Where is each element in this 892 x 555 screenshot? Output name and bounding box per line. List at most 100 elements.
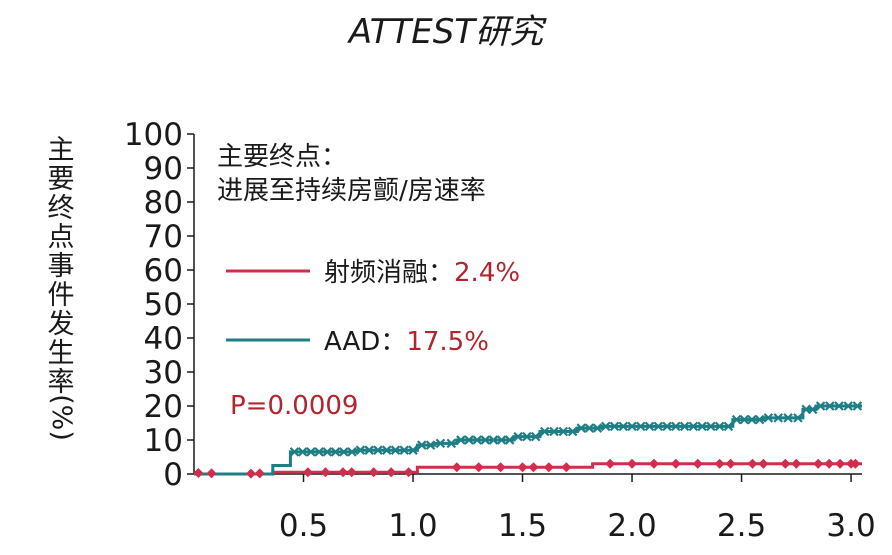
aad-censor-marker	[783, 413, 793, 423]
x-tick-label: 2.5	[717, 508, 766, 544]
aad-censor-marker	[347, 447, 357, 457]
aad-censor-marker	[600, 421, 611, 432]
rfa-censor-marker	[386, 467, 397, 478]
y-tick-label: 50	[144, 287, 183, 323]
legend: 射频消融：2.4% AAD：17.5%	[226, 258, 520, 357]
aad-censor-marker	[338, 447, 349, 457]
aad-censor-marker	[408, 445, 418, 455]
y-axis-label-char: 发	[47, 309, 75, 340]
aad-censor-marker	[364, 445, 374, 455]
x-tick-label: 0.5	[279, 508, 328, 544]
rfa-censor-marker	[451, 462, 462, 473]
rfa-censor-marker	[692, 458, 703, 469]
y-axis-label-char: 主	[47, 135, 75, 166]
rfa-censor-marker	[714, 458, 725, 469]
aad-censor-marker	[504, 435, 515, 445]
aad-censor-marker	[530, 431, 541, 442]
aad-censor-marker	[322, 447, 333, 457]
aad-censor-marker	[697, 421, 707, 432]
markers	[193, 401, 863, 479]
p-value: P=0.0009	[230, 391, 358, 421]
rfa-censor-marker	[193, 467, 204, 478]
x-tick-label: 1.0	[388, 508, 437, 544]
aad-censor-marker	[723, 421, 734, 432]
aad-censor-marker	[399, 445, 410, 455]
annotation-line1: 主要终点：	[217, 142, 347, 172]
y-tick-label: 30	[144, 355, 183, 391]
aad-censor-marker	[706, 421, 716, 432]
x-tick-label: 3.0	[826, 508, 875, 544]
y-tick-label: 10	[144, 423, 183, 459]
rfa-censor-marker	[337, 467, 348, 478]
aad-censor-marker	[513, 431, 523, 442]
x-tick-label: 1.5	[498, 508, 547, 544]
aad-censor-marker	[653, 421, 664, 432]
rfa-censor-marker	[368, 467, 379, 478]
aad-censor-marker	[671, 421, 681, 432]
aad-censor-marker	[688, 421, 699, 432]
rfa-censor-marker	[403, 467, 414, 478]
x-ticks: 0.5 1.0 1.5 2.0 2.5 3.0	[279, 474, 876, 544]
aad-censor-marker	[609, 421, 620, 432]
aad-censor-marker	[297, 447, 308, 457]
rfa-censor-marker	[473, 462, 484, 473]
aad-censor-marker	[373, 445, 383, 455]
y-tick-label: 90	[144, 151, 183, 187]
aad-censor-marker	[480, 435, 491, 445]
aad-censor-marker	[330, 447, 341, 457]
y-axis-label-char: 率	[47, 367, 75, 398]
aad-censor-marker	[773, 413, 784, 423]
aad-censor-marker	[739, 414, 750, 425]
y-tick-label: 20	[144, 389, 183, 425]
rfa-censor-marker	[791, 458, 802, 469]
aad-censor-marker	[627, 421, 637, 432]
aad-censor-marker	[464, 435, 474, 445]
rfa-censor-marker	[302, 467, 313, 478]
aad-censor-marker	[390, 445, 401, 455]
rfa-censor-marker	[528, 462, 539, 473]
aad-censor-marker	[488, 435, 499, 445]
aad-censor-marker	[381, 445, 392, 455]
y-tick-label: 60	[144, 253, 183, 289]
rfa-censor-marker	[245, 468, 256, 479]
aad-censor-marker	[425, 440, 436, 450]
y-tick-label: 70	[144, 219, 183, 255]
rfa-censor-marker	[605, 458, 616, 469]
aad-censor-marker	[852, 401, 863, 411]
rfa-censor-marker	[835, 458, 846, 469]
rfa-censor-marker	[346, 467, 357, 478]
aad-censor-marker	[558, 426, 569, 437]
x-tick-label: 2.0	[607, 508, 656, 544]
rfa-censor-marker	[543, 462, 554, 473]
aad-censor-marker	[793, 413, 803, 423]
legend-label-rfa: 射频消融：2.4%	[324, 258, 520, 288]
legend-label-aad: AAD：17.5%	[324, 327, 489, 357]
aad-censor-marker	[644, 421, 655, 432]
aad-censor-marker	[549, 426, 559, 437]
aad-censor-marker	[679, 421, 690, 432]
y-tick-label: 0	[163, 457, 183, 493]
y-axis-label-char: 点	[47, 222, 75, 253]
y-axis-label-char: 事	[47, 251, 75, 282]
y-tick-label: 80	[144, 185, 183, 221]
rfa-censor-marker	[725, 458, 736, 469]
annotation-line2: 进展至持续房颤/房速率	[217, 176, 486, 206]
y-axis-label-char: 生	[47, 338, 75, 369]
y-tick-label: 40	[144, 321, 183, 357]
aad-censor-marker	[592, 423, 603, 433]
aad-censor-marker	[807, 404, 818, 415]
aad-censor-marker	[618, 421, 629, 432]
aad-censor-marker	[584, 423, 595, 433]
y-axis-label-char: 要	[47, 164, 75, 195]
rfa-censor-marker	[758, 458, 769, 469]
y-axis-label-char: 终	[47, 193, 75, 224]
aad-censor-marker	[567, 426, 578, 437]
rfa-censor-marker	[206, 468, 217, 479]
rfa-censor-marker	[824, 458, 835, 469]
chart-title: ATTEST研究	[348, 12, 544, 52]
aad-censor-marker	[731, 414, 742, 425]
rfa-censor-marker	[517, 462, 528, 473]
aad-censor-marker	[636, 421, 646, 432]
rfa-censor-marker	[254, 468, 265, 479]
